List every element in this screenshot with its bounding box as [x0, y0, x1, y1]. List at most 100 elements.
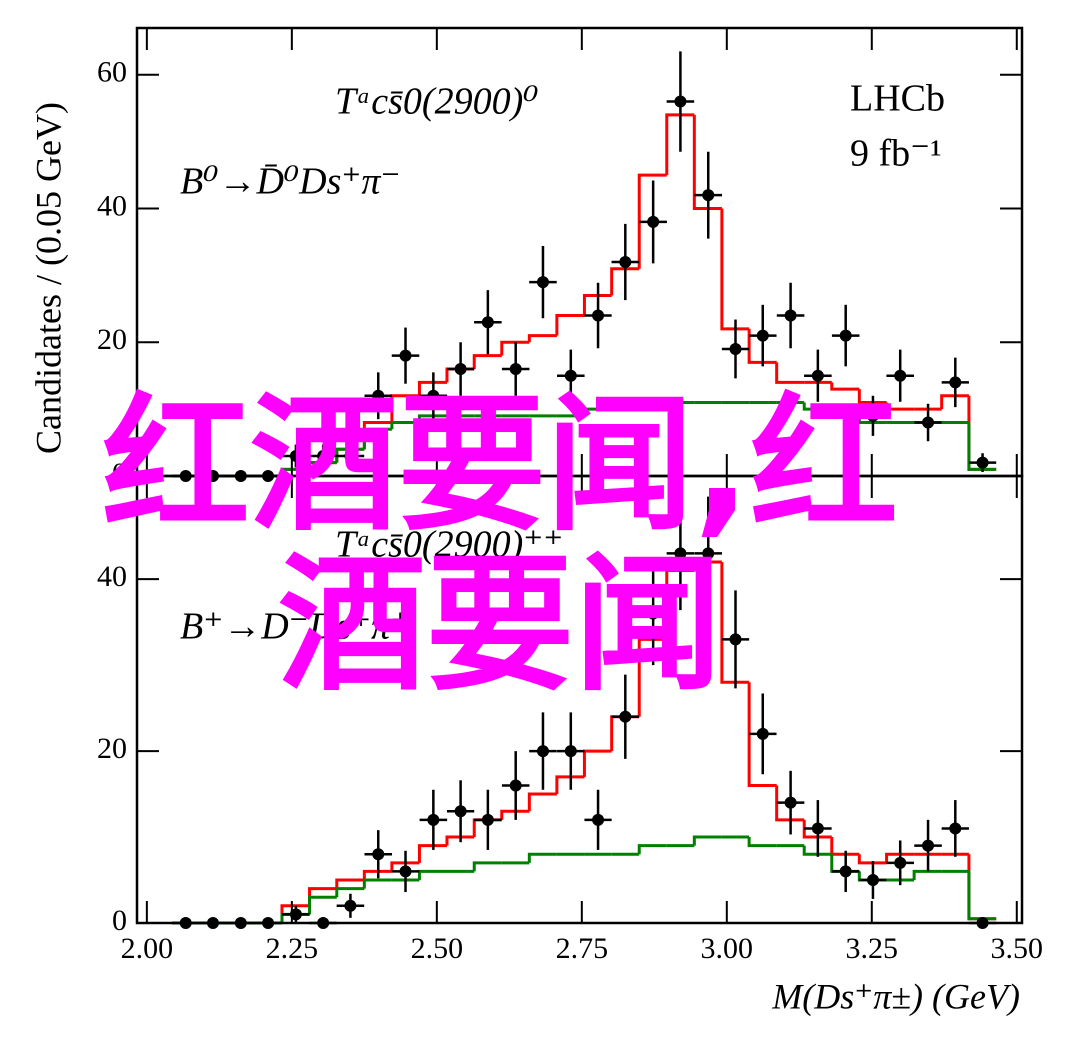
- data-point: [454, 805, 467, 818]
- histogram-step: [802, 819, 832, 839]
- y-axis-label: Candidates / (0.05 GeV): [28, 102, 68, 454]
- histogram-step: [472, 354, 502, 370]
- histogram-step: [417, 380, 447, 396]
- y-tick-label: 40: [97, 189, 127, 222]
- histogram-step: [445, 835, 475, 846]
- data-point: [756, 329, 769, 342]
- histogram-step: [967, 422, 997, 471]
- data-point: [592, 309, 605, 322]
- histogram-step: [500, 809, 530, 820]
- data-point: [427, 389, 440, 402]
- data-point: [592, 813, 605, 826]
- data-point: [894, 856, 907, 869]
- data-point: [922, 839, 935, 852]
- histogram-step: [747, 328, 777, 364]
- data-point: [454, 363, 467, 376]
- histogram-step: [802, 402, 832, 411]
- data-point: [564, 369, 577, 382]
- histogram-step: [390, 861, 420, 872]
- histogram-step: [885, 852, 915, 863]
- data-point: [536, 276, 549, 289]
- y-tick-label: 60: [97, 56, 127, 89]
- histogram-step: [775, 362, 805, 384]
- histogram-step: [555, 314, 585, 336]
- data-point: [647, 215, 660, 228]
- x-tick-label: 3.50: [991, 932, 1044, 965]
- data-point: [344, 449, 357, 462]
- data-point: [647, 607, 660, 620]
- data-point: [949, 822, 962, 835]
- data-point: [702, 547, 715, 560]
- histogram-step: [362, 869, 392, 881]
- histogram-step: [692, 835, 722, 846]
- x-tick-label: 2.50: [411, 932, 464, 965]
- histogram-step: [967, 871, 997, 921]
- histogram-step: [335, 447, 365, 463]
- histogram-step: [555, 775, 585, 795]
- annotation: Tᵃcs̄0(2900)⁰: [335, 81, 538, 123]
- data-point: [702, 189, 715, 202]
- data-point: [674, 95, 687, 108]
- histogram-step: [417, 414, 447, 423]
- data-point: [427, 813, 440, 826]
- data-point: [811, 369, 824, 382]
- x-axis-label: M(Ds⁺π±) (GeV): [771, 976, 1020, 1016]
- histogram-step: [857, 854, 887, 865]
- histogram-step: [308, 461, 337, 470]
- histogram-step: [857, 415, 887, 425]
- data-point: [619, 710, 632, 723]
- histogram-step: [582, 407, 612, 416]
- histogram-step: [335, 878, 365, 889]
- data-point: [949, 376, 962, 389]
- histogram-step: [637, 844, 667, 855]
- histogram-step: [390, 421, 420, 430]
- histogram-step: [747, 837, 777, 848]
- histogram-step: [940, 394, 969, 410]
- data-point: [619, 256, 632, 269]
- histogram-step: [665, 400, 695, 410]
- data-point: [784, 309, 797, 322]
- data-point: [509, 779, 522, 792]
- data-point: [729, 633, 742, 646]
- histogram-step: [582, 293, 612, 316]
- data-point: [536, 745, 549, 758]
- plot-frame: [135, 474, 1024, 925]
- data-point: [399, 349, 412, 362]
- data-point: [756, 727, 769, 740]
- histogram-step: [527, 792, 557, 812]
- data-point: [894, 369, 907, 382]
- histogram-step: [830, 382, 860, 391]
- histogram-step: [802, 845, 832, 856]
- data-point: [674, 547, 687, 560]
- histogram-step: [692, 114, 722, 211]
- data-point: [509, 363, 522, 376]
- watermark: 红酒要闻,红酒要闻: [101, 379, 899, 711]
- x-tick-label: 3.25: [846, 932, 899, 965]
- histogram-step: [747, 682, 777, 787]
- histogram-step: [967, 854, 997, 921]
- data-point: [289, 449, 302, 462]
- data-point: [317, 449, 330, 462]
- data-point: [839, 329, 852, 342]
- histogram-step: [527, 852, 557, 863]
- annotation: LHCb: [850, 78, 945, 120]
- data-point: [372, 389, 385, 402]
- annotation: 9 fb⁻¹: [850, 133, 942, 175]
- data-point: [564, 745, 577, 758]
- x-tick-label: 2.25: [266, 932, 319, 965]
- histogram-step: [610, 267, 640, 296]
- histogram-step: [417, 844, 447, 863]
- annotation: Tᵃcs̄0(2900)⁺⁺: [335, 524, 563, 566]
- y-tick-label: 20: [97, 732, 127, 765]
- y-tick-label: 40: [97, 560, 127, 593]
- x-tick-label: 2.00: [121, 932, 174, 965]
- histogram-step: [472, 861, 502, 872]
- histogram-step: [362, 427, 392, 450]
- histogram-step: [335, 887, 365, 898]
- histogram-step: [637, 173, 667, 269]
- histogram-step: [582, 749, 612, 777]
- histogram-step: [720, 208, 750, 331]
- data-point: [372, 848, 385, 861]
- histogram-step: [500, 340, 530, 356]
